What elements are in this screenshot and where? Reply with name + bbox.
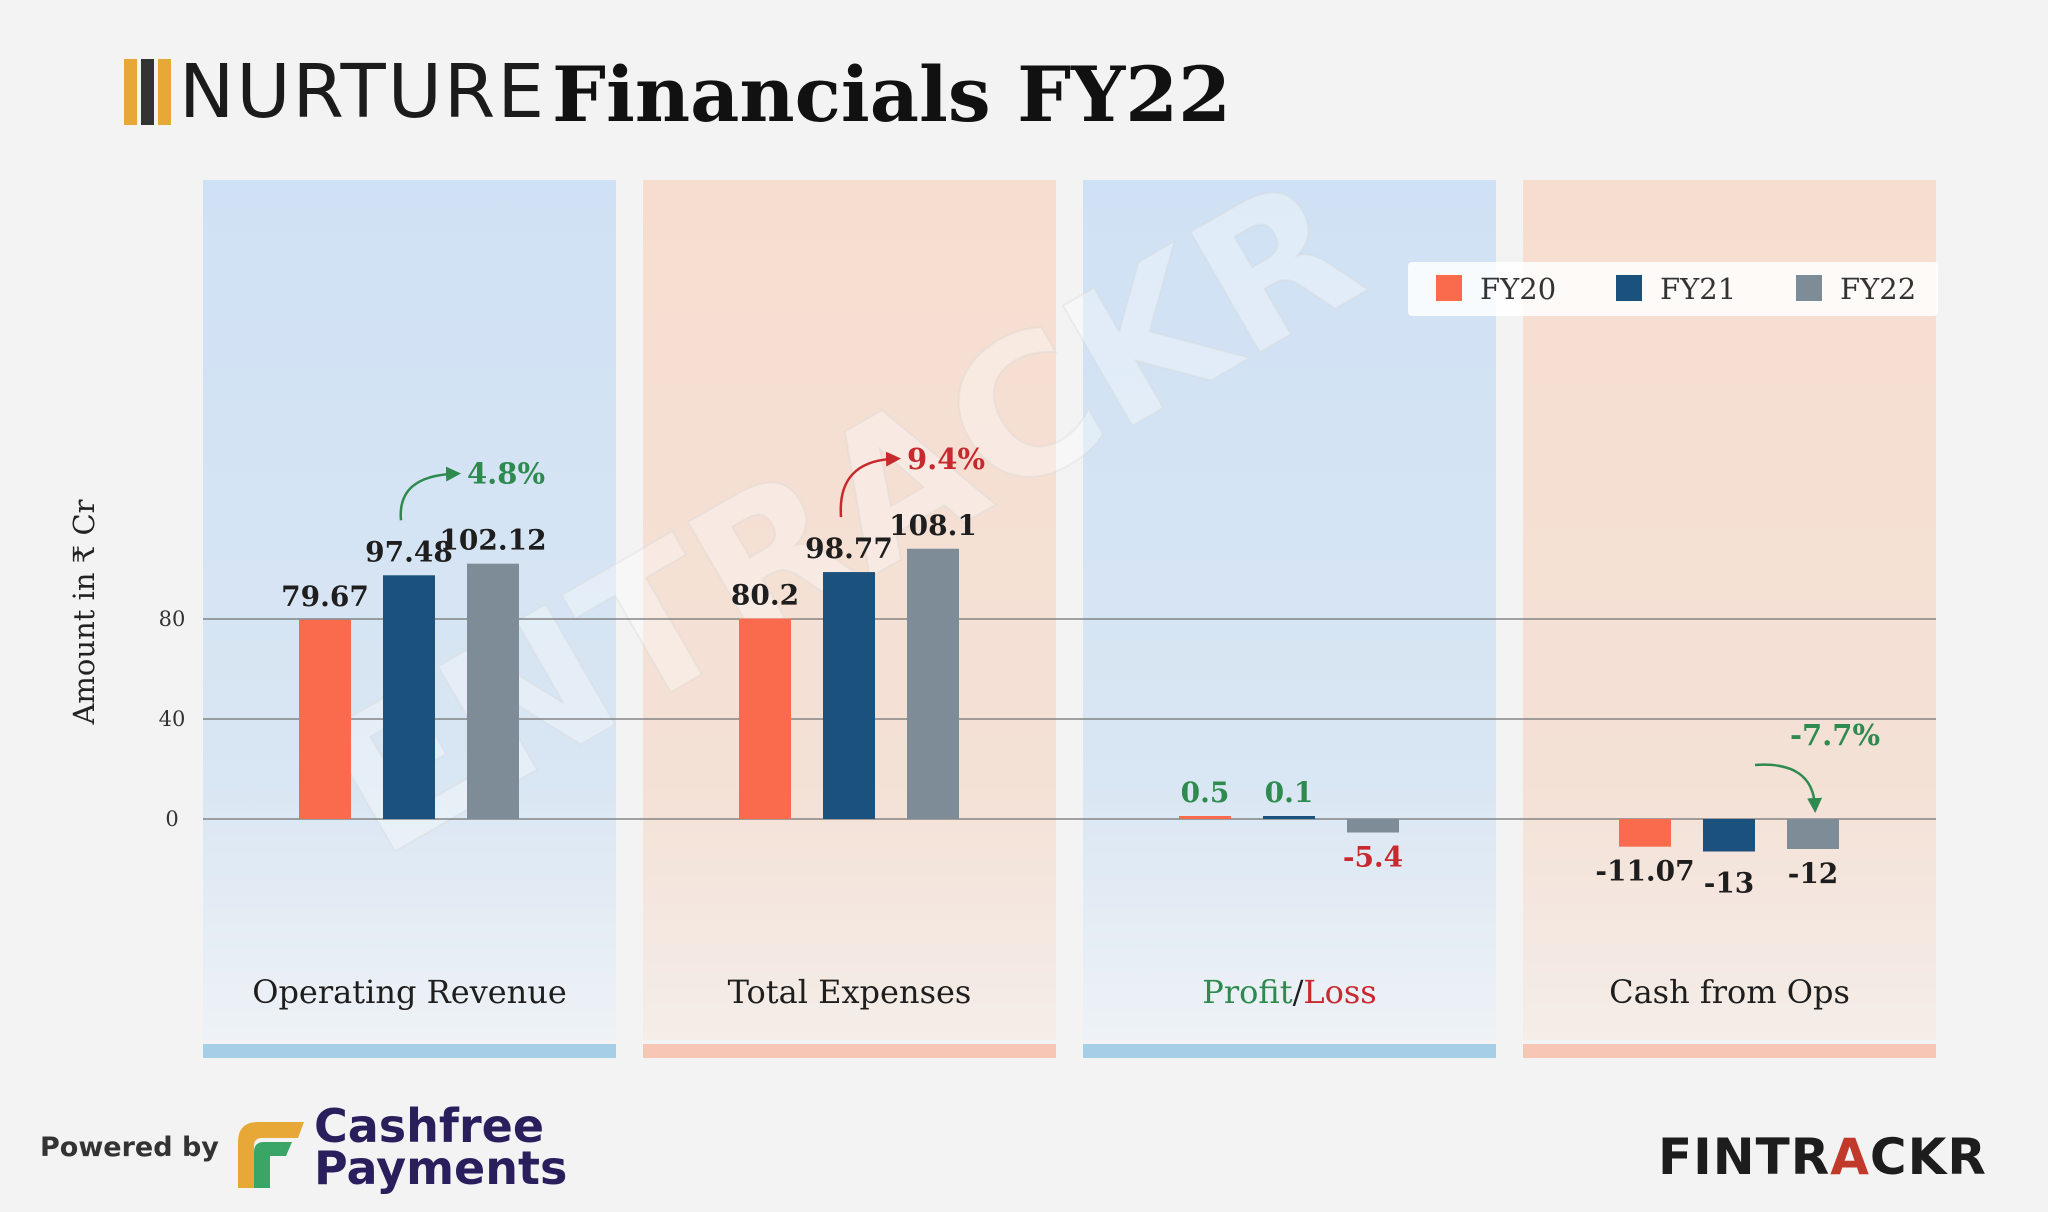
bar-3-fy21 [1263, 816, 1315, 819]
data-label: -13 [1704, 867, 1755, 900]
data-label: 102.12 [439, 524, 546, 557]
data-label: 108.1 [889, 509, 977, 542]
fintrackr-accent: A [1830, 1128, 1870, 1186]
category-label-3: Profit/Loss [1202, 973, 1376, 1011]
growth-label-4: -7.7% [1790, 718, 1880, 752]
bar-1-fy20 [299, 619, 351, 819]
logo-text: NURTURE [179, 49, 547, 135]
page-title: Financials FY22 [552, 50, 1232, 139]
panel-3 [1083, 180, 1496, 1040]
y-axis-label: Amount in ₹ Cr [67, 499, 101, 725]
data-label: 97.48 [365, 535, 453, 568]
legend-label-fy21: FY21 [1660, 272, 1736, 306]
nurture-logo: NURTURE [124, 49, 547, 135]
data-label: -12 [1788, 857, 1839, 890]
data-label: 98.77 [805, 532, 893, 565]
growth-arrow-2 [839, 451, 901, 518]
growth-label-2: 9.4% [907, 442, 985, 476]
panel-stripe-3 [1083, 1044, 1496, 1058]
category-label-2: Total Expenses [728, 973, 972, 1011]
bar-4-fy22 [1787, 819, 1839, 849]
bar-3-fy20 [1179, 816, 1231, 819]
data-label: -5.4 [1343, 841, 1403, 874]
data-label: -11.07 [1595, 855, 1694, 888]
panel-stripe-1 [203, 1044, 616, 1058]
fintrackr-post: CKR [1869, 1128, 1987, 1186]
y-tick-label: 0 [165, 807, 178, 831]
data-label: 0.1 [1265, 776, 1314, 809]
data-label: 80.2 [731, 579, 799, 612]
legend-swatch-fy20 [1436, 275, 1462, 301]
category-label-1: Operating Revenue [252, 973, 567, 1011]
panel-stripe-2 [643, 1044, 1056, 1058]
logo-mark-icon [124, 59, 171, 125]
bar-1-fy22 [467, 563, 519, 819]
powered-by-label: Powered by [40, 1132, 219, 1163]
fintrackr-pre: FINTR [1658, 1128, 1831, 1186]
legend-swatch-fy22 [1796, 275, 1822, 301]
panel-stripe-4 [1523, 1044, 1936, 1058]
bar-2-fy20 [739, 618, 791, 819]
data-label: 79.67 [281, 580, 369, 613]
bar-2-fy21 [823, 572, 875, 819]
bar-1-fy21 [383, 575, 435, 819]
legend-label-fy20: FY20 [1480, 272, 1556, 306]
category-label-part: Loss [1303, 973, 1376, 1011]
cashfree-brand: Cashfree Payments [314, 1099, 568, 1195]
bar-4-fy21 [1703, 819, 1755, 852]
bar-3-fy22 [1347, 819, 1399, 833]
category-label-part: Profit [1202, 973, 1292, 1011]
fintrackr-logo: FINTRACKR [1658, 1128, 1987, 1186]
growth-label-1: 4.8% [467, 457, 545, 491]
legend-swatch-fy21 [1616, 275, 1642, 301]
y-tick-label: 40 [159, 707, 186, 731]
cashfree-logo-icon [238, 1122, 304, 1188]
growth-arrow-4 [1754, 763, 1823, 813]
data-label: 0.5 [1181, 776, 1230, 809]
cashfree-line2: Payments [314, 1141, 568, 1195]
panel-4 [1523, 180, 1936, 1040]
cashfree-line1: Cashfree [314, 1099, 545, 1153]
y-tick-label: 80 [159, 607, 186, 631]
growth-arrow-1 [399, 466, 461, 521]
category-label-4: Cash from Ops [1609, 973, 1850, 1011]
legend-label-fy22: FY22 [1840, 272, 1916, 306]
bar-4-fy20 [1619, 819, 1671, 847]
bar-2-fy22 [907, 548, 959, 819]
category-label-part: / [1293, 973, 1304, 1011]
